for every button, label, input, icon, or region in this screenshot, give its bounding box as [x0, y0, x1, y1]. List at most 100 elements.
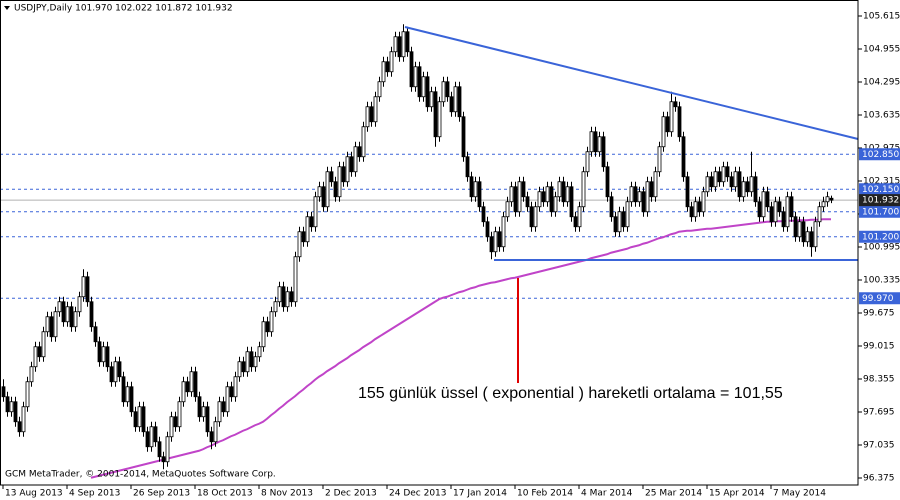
candle-body — [749, 176, 754, 193]
level-label: 101.200 — [862, 232, 899, 242]
symbol-icon — [4, 6, 10, 10]
candle-body — [185, 381, 190, 393]
candle-body — [501, 216, 506, 248]
candle-body — [641, 191, 646, 213]
candle-body — [69, 306, 74, 328]
candle-body — [733, 171, 738, 188]
candle-body — [417, 66, 422, 98]
candle-body — [453, 86, 458, 113]
candle-body — [629, 186, 634, 203]
candle-body — [225, 386, 230, 413]
candle-body — [753, 176, 758, 203]
candle-body — [145, 431, 150, 448]
candle-body — [621, 211, 626, 228]
candle-body — [193, 371, 198, 398]
candle-body — [37, 346, 42, 358]
x-tick-label: 17 Jan 2014 — [453, 489, 507, 499]
candle-body — [817, 206, 822, 223]
candle-body — [653, 171, 658, 198]
candle-body — [605, 166, 610, 198]
candle-body — [157, 441, 162, 458]
candle-body — [645, 181, 650, 213]
x-tick-label: 8 Nov 2013 — [261, 489, 313, 499]
candle-body — [477, 181, 482, 208]
candle-body — [121, 376, 126, 403]
candle-body — [813, 221, 818, 248]
candle-body — [485, 221, 490, 238]
candle-body — [397, 36, 402, 58]
footer: GCM MetaTrader, © 2001-2014, MetaQuotes … — [5, 470, 276, 480]
x-tick-label: 26 Sep 2013 — [133, 489, 190, 499]
candle-body — [797, 221, 802, 238]
level-label-box — [859, 148, 900, 161]
candle-body — [773, 201, 778, 223]
candle-body — [557, 181, 562, 198]
candle-body — [213, 421, 218, 443]
ema-layer — [90, 218, 831, 479]
candle-body — [725, 166, 730, 178]
candle-body — [521, 181, 526, 198]
candle-body — [45, 316, 50, 333]
candle-body — [281, 286, 286, 308]
level-label-box — [859, 292, 900, 305]
candle-body — [137, 406, 142, 428]
candle-body — [277, 286, 282, 303]
x-tick-label: 15 Apr 2014 — [709, 489, 765, 499]
candle-body — [765, 191, 770, 208]
candle-body — [97, 341, 102, 363]
candle-body — [261, 321, 266, 348]
annotation: 155 günlük üssel ( exponential ) hareket… — [358, 385, 783, 402]
candle-body — [141, 406, 146, 433]
candle-body — [257, 346, 262, 358]
candle-body — [561, 181, 566, 203]
candle-body — [237, 361, 242, 378]
candle-body — [509, 186, 514, 203]
candle-body — [89, 301, 94, 328]
candle-body — [325, 171, 330, 208]
y-tick-label: 99.675 — [863, 309, 895, 319]
candle-body — [29, 366, 34, 383]
candle-body — [421, 76, 426, 98]
x-tick-label: 13 Aug 2013 — [5, 489, 63, 499]
candle-body — [173, 416, 178, 428]
candle-body — [357, 146, 362, 158]
candle-body — [789, 196, 794, 218]
x-tick-label: 2 Dec 2013 — [325, 489, 377, 499]
candle-body — [441, 81, 446, 103]
level-label: 102.850 — [862, 150, 899, 160]
candle-body — [801, 221, 806, 243]
candle-body — [85, 276, 90, 303]
candle-body — [529, 206, 534, 228]
candle-body — [245, 351, 250, 373]
level-label-box — [859, 183, 900, 196]
candle-body — [189, 371, 194, 393]
chart-header: USDJPY,Daily 101.970 102.022 101.872 101… — [14, 4, 233, 14]
candle-body — [293, 256, 298, 303]
candle-body — [297, 231, 302, 258]
candle-body — [241, 361, 246, 373]
candle-body — [425, 76, 430, 108]
candle-body — [741, 181, 746, 198]
candle-body — [465, 156, 470, 178]
axis-layer: 105.615104.955104.295103.635102.975102.3… — [2, 12, 900, 499]
candle-body — [609, 196, 614, 218]
candle-body — [613, 216, 618, 233]
y-tick-label: 104.955 — [863, 45, 900, 55]
candle-body — [553, 196, 558, 213]
candle-body — [9, 401, 14, 413]
candle-body — [673, 101, 678, 108]
candle-body — [445, 81, 450, 98]
candle-body — [109, 366, 114, 383]
candle-body — [401, 31, 406, 58]
y-tick-label: 97.035 — [863, 441, 895, 451]
candle-body — [517, 181, 522, 213]
candle-body — [709, 176, 714, 188]
candle-body — [221, 401, 226, 413]
candle-body — [781, 211, 786, 228]
candle-body — [825, 196, 830, 203]
candle-body — [461, 116, 466, 158]
candle-body — [105, 346, 110, 368]
candle-body — [429, 91, 434, 108]
candle-body — [373, 96, 378, 123]
